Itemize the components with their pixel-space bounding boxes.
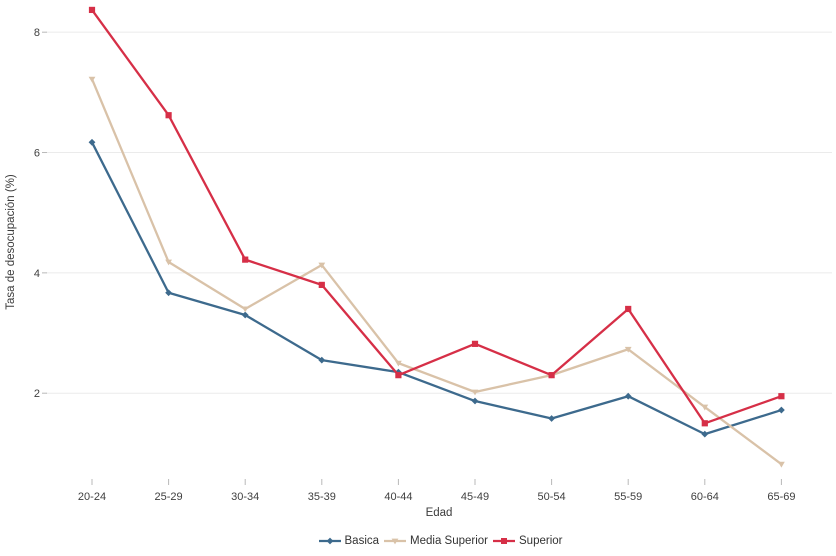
- legend-marker-icon: [493, 538, 516, 544]
- data-point: [88, 76, 96, 83]
- legend-label: Media Superior: [410, 535, 489, 547]
- data-point: [318, 356, 326, 364]
- data-point: [778, 406, 785, 414]
- y-tick-label: 2: [34, 388, 40, 400]
- data-point: [165, 289, 172, 297]
- x-tick-label: 25-29: [155, 491, 183, 503]
- series-line-superior: [90, 8, 783, 425]
- data-point: [395, 360, 402, 367]
- data-point: [548, 372, 555, 379]
- data-point: [701, 420, 708, 427]
- data-point: [165, 259, 172, 266]
- data-point: [701, 404, 709, 411]
- data-point: [778, 393, 785, 400]
- x-tick-label: 40-44: [384, 491, 412, 503]
- data-point: [624, 346, 632, 353]
- data-point: [88, 6, 96, 14]
- x-axis-title: Edad: [425, 507, 453, 519]
- data-point: [471, 397, 479, 405]
- data-point: [318, 262, 326, 269]
- legend-item-media-superior[interactable]: Media Superior: [383, 534, 488, 548]
- series-line-basica: [90, 141, 783, 436]
- y-tick-label: 8: [34, 27, 40, 39]
- data-point: [241, 306, 249, 313]
- x-tick-label: 50-54: [538, 491, 566, 503]
- y-tick-label: 6: [34, 148, 40, 160]
- data-point: [548, 415, 555, 422]
- legend-label: Superior: [519, 535, 563, 547]
- x-tick-label: 60-64: [691, 491, 719, 503]
- data-point: [625, 305, 632, 313]
- data-point: [471, 389, 479, 396]
- y-axis-title: Tasa de desocupación (%): [5, 174, 17, 310]
- data-point: [778, 461, 785, 468]
- data-point: [318, 281, 325, 288]
- x-tick-label: 65-69: [767, 491, 795, 503]
- x-tick-label: 55-59: [614, 491, 642, 503]
- data-point: [471, 340, 479, 347]
- x-tick-label: 45-49: [461, 491, 489, 503]
- x-tick-label: 30-34: [231, 491, 259, 503]
- data-point: [165, 112, 172, 119]
- legend-marker-icon: [318, 537, 341, 545]
- data-point: [395, 372, 402, 379]
- legend-item-basica[interactable]: Basica: [318, 534, 380, 548]
- data-point: [624, 392, 632, 400]
- y-tick-label: 4: [34, 268, 40, 280]
- series-line-media-superior: [90, 77, 783, 466]
- x-tick-label: 35-39: [308, 491, 336, 503]
- legend-label: Basica: [344, 535, 380, 547]
- x-tick-label: 20-24: [78, 491, 106, 503]
- data-point: [242, 256, 249, 263]
- legend-item-superior[interactable]: Superior: [492, 534, 562, 548]
- data-point: [701, 430, 709, 438]
- legend-marker-icon: [384, 538, 407, 545]
- data-point: [88, 138, 96, 146]
- legend: Basica Media Superior Superior: [0, 532, 836, 550]
- data-point: [241, 311, 249, 319]
